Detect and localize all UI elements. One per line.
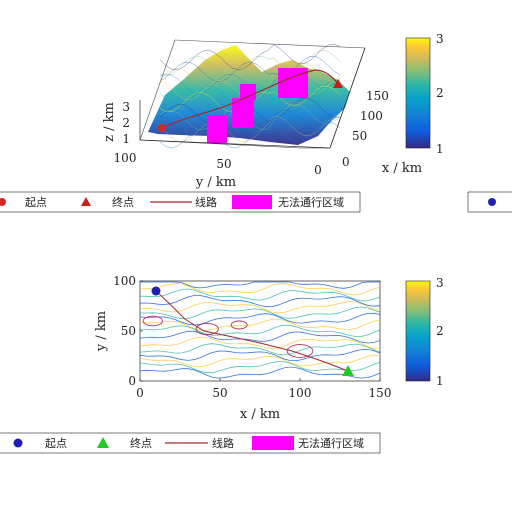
no-entry-zone-3d-4: [278, 68, 308, 98]
start-marker-3d: [158, 124, 166, 132]
route-3d: [161, 69, 339, 129]
colorbar-bottom: 3 2 1: [405, 276, 444, 388]
surface-3d-chart: 3 2 1 z / km 100 50 0 y / km 0 50 100 15…: [0, 32, 444, 213]
contour-line: [139, 330, 381, 344]
legend-bottom-start-swatch: [13, 438, 23, 448]
legend-top-end-swatch: [81, 197, 91, 206]
contour-line: [139, 318, 381, 331]
legend-bottom-zone-swatch: [252, 436, 294, 450]
z-tick-1: 1: [122, 132, 130, 146]
legend-top-zone-label: 无法通行区域: [278, 195, 344, 209]
end-marker-2d: [342, 365, 354, 376]
x-tick-50: 50: [352, 129, 367, 143]
contour-line: [139, 366, 381, 379]
contour-line: [140, 306, 381, 320]
legend-bottom-zone-label: 无法通行区域: [298, 436, 364, 450]
y-axis-label: y / km: [195, 175, 236, 190]
legend-top-zone-swatch: [232, 195, 272, 209]
legend-top-end-label: 终点: [112, 195, 134, 209]
no-entry-zone-2d-2: [195, 322, 219, 336]
contour-y-tick-0: 0: [128, 374, 136, 388]
no-entry-zone-3d-3: [240, 84, 256, 100]
contour-x-axis-label: x / km: [240, 407, 280, 422]
mesh-line: [159, 115, 341, 143]
x-tick-150: 150: [366, 89, 389, 103]
contour-line: [139, 343, 381, 356]
legend-right-start-swatch: [488, 198, 496, 206]
mesh-line: [159, 121, 341, 149]
contour-line: [139, 282, 381, 296]
contour-x-tick-150: 150: [369, 386, 392, 400]
legend-bottom-start-label: 起点: [45, 437, 67, 450]
box-vertical-edge: [139, 39, 176, 141]
cbar-bottom-tick-3: 3: [436, 276, 444, 290]
cbar-top-tick-3: 3: [436, 32, 444, 46]
legend-bottom: 起点 终点 线路 无法通行区域: [0, 432, 381, 454]
x-axis-label: x / km: [382, 161, 422, 176]
contour-line: [139, 312, 381, 326]
box-floor: [139, 139, 330, 149]
no-entry-zone-2d-1: [142, 315, 163, 327]
z-tick-2: 2: [122, 116, 130, 130]
mesh-line: [159, 109, 341, 137]
no-entry-zone-3d-1: [207, 115, 227, 143]
z-axis: 3 2 1 z / km: [102, 100, 141, 146]
legend-bottom-end-label: 终点: [130, 436, 152, 450]
no-entry-zones-2d: [142, 315, 314, 358]
end-marker-3d: [333, 79, 343, 88]
contour-lines: [139, 281, 381, 379]
no-entry-zone-2d-3: [230, 320, 248, 330]
contour-x-tick-0: 0: [136, 386, 144, 400]
cbar-top-tick-1: 1: [436, 142, 444, 156]
contour-line: [139, 348, 381, 362]
contour-line: [139, 361, 381, 374]
legend-bottom-end-swatch: [97, 437, 109, 448]
contour-line: [140, 281, 380, 289]
legend-top: 起点 终点 线路 无法通行区域: [0, 191, 361, 213]
cbar-top-tick-2: 2: [436, 86, 444, 100]
contour-y-tick-50: 50: [121, 324, 136, 338]
legend-top-start-swatch: [0, 198, 6, 206]
mesh-line: [159, 49, 341, 77]
contour-line: [139, 301, 381, 314]
contour-x-tick-100: 100: [289, 386, 312, 400]
mesh-line: [159, 61, 341, 89]
colorbar-top: 3 2 1: [405, 32, 444, 156]
x-tick-0: 0: [342, 155, 350, 169]
legend-right-partial: [467, 191, 512, 213]
route-2d: [155, 290, 349, 372]
x-tick-100: 100: [360, 109, 383, 123]
y-tick-50: 50: [216, 157, 231, 171]
contour-axes-ticks: 0 50 100 150 0 50 100: [113, 274, 391, 400]
mesh-line: [159, 56, 341, 83]
z-axis-label: z / km: [102, 102, 117, 142]
legend-top-route-label: 线路: [195, 195, 217, 209]
contour-line: [139, 288, 381, 302]
contour-y-axis-label: y / km: [94, 311, 109, 352]
cbar-bottom-tick-1: 1: [436, 374, 444, 388]
y-tick-100: 100: [114, 151, 137, 165]
mesh-line: [159, 43, 341, 71]
legend-top-start-label: 起点: [25, 196, 47, 209]
z-tick-3: 3: [122, 100, 130, 114]
contour-chart: 0 50 100 150 0 50 100 x / km y / km 3 2 1 起点 终…: [0, 274, 444, 454]
y-axis: 100 50 0 y / km: [114, 139, 331, 190]
start-marker-2d: [151, 286, 161, 296]
contour-line: [139, 336, 381, 350]
contour-line: [139, 324, 381, 338]
x-axis: 0 50 100 150 x / km: [329, 47, 422, 176]
legend-bottom-route-label: 线路: [212, 436, 234, 450]
contour-line: [139, 354, 381, 368]
cbar-bottom-tick-2: 2: [436, 324, 444, 338]
y-tick-0: 0: [314, 163, 322, 177]
no-entry-zone-3d-2: [232, 98, 254, 128]
contour-x-tick-50: 50: [212, 386, 227, 400]
contour-line: [139, 295, 381, 308]
no-entry-zone-2d-4: [286, 344, 314, 358]
contour-y-tick-100: 100: [113, 274, 136, 288]
